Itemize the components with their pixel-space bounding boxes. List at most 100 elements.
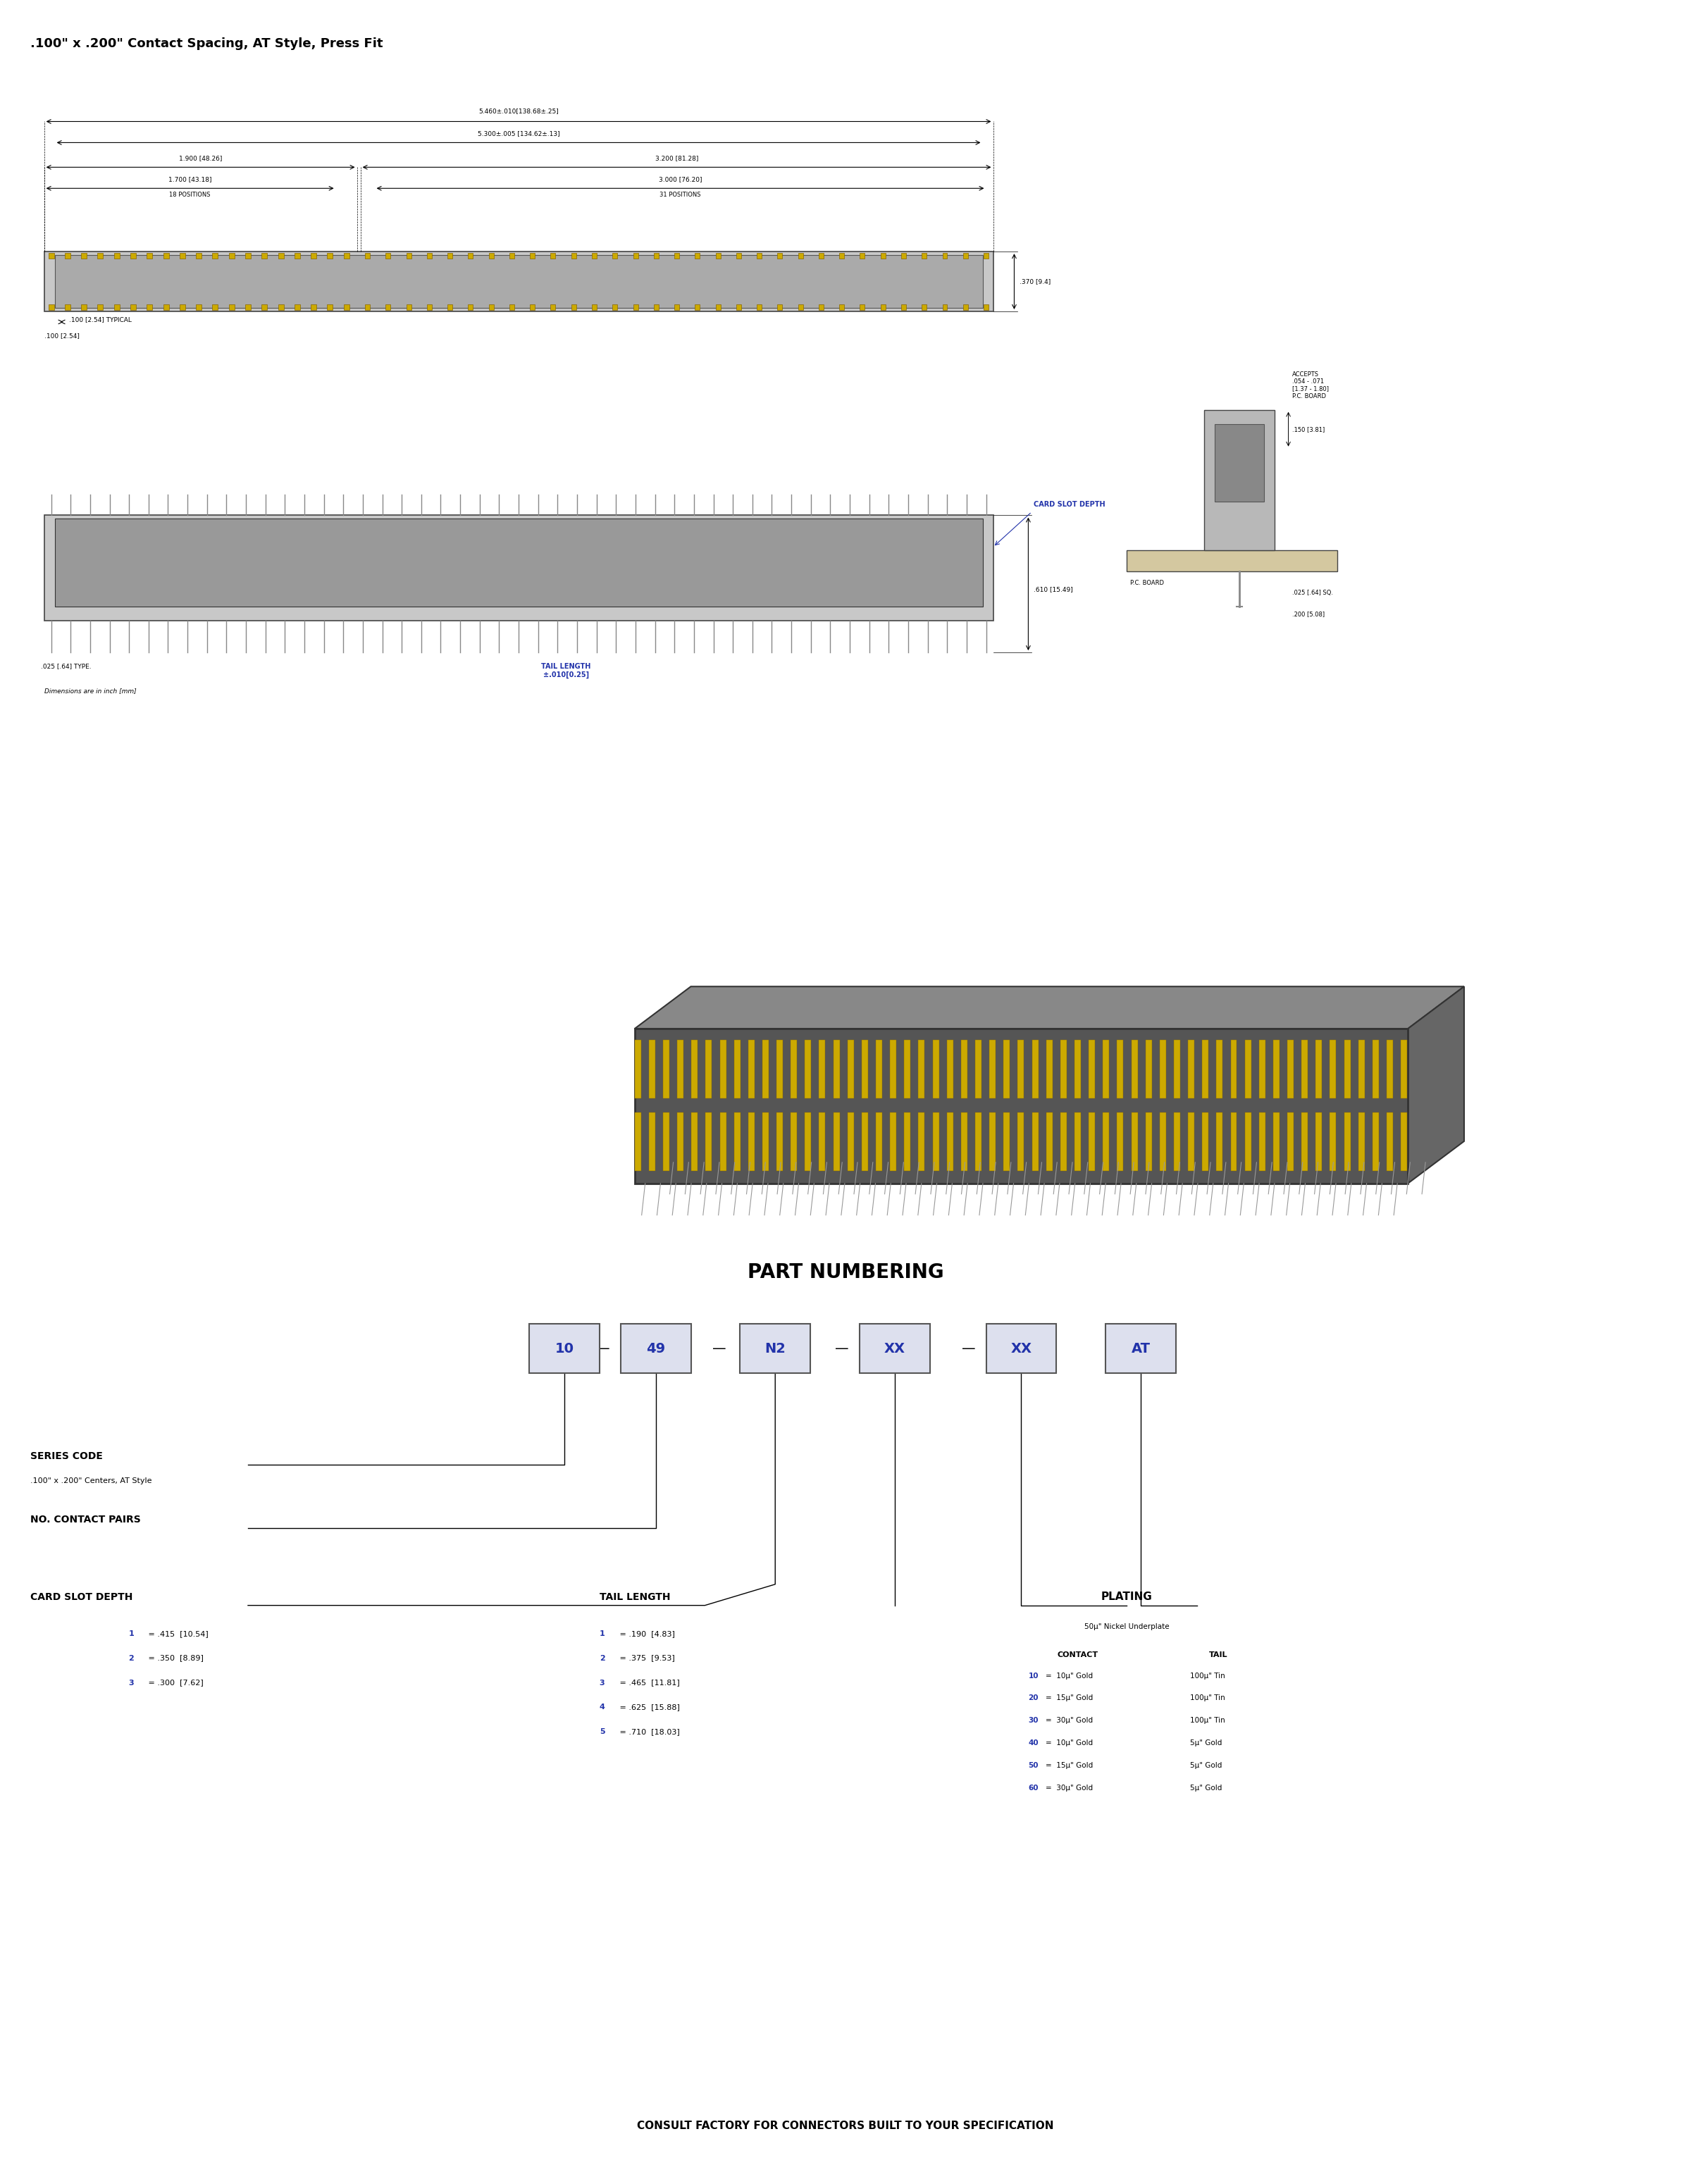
Bar [791,1112,796,1171]
Bar [64,304,71,310]
Text: N2: N2 [764,1341,786,1356]
Bar [196,304,201,310]
Bar [676,1112,683,1171]
Text: 5.300±.005 [134.62±.13]: 5.300±.005 [134.62±.13] [477,131,560,138]
Bar [81,304,86,310]
Bar [632,253,638,258]
Bar [1174,1040,1180,1099]
Bar [509,253,514,258]
FancyBboxPatch shape [1106,1324,1175,1374]
Bar [1131,1040,1138,1099]
Bar [44,515,993,620]
Bar [1273,1112,1280,1171]
Text: = .415  [10.54]: = .415 [10.54] [145,1629,208,1638]
Bar [881,253,886,258]
Bar [228,304,235,310]
Bar [1344,1040,1351,1099]
Bar [634,1040,641,1099]
Bar [468,304,473,310]
Bar [747,1040,754,1099]
Bar [901,253,906,258]
Bar [551,253,556,258]
Bar [386,304,391,310]
Text: .100 [2.54]: .100 [2.54] [44,332,79,339]
Bar [1126,550,1338,572]
Bar [612,304,617,310]
Bar [196,253,201,258]
Bar [1189,1112,1194,1171]
Bar [947,1112,954,1171]
Bar [426,253,431,258]
Bar [734,1040,741,1099]
Bar [692,1040,698,1099]
Bar [1400,1040,1407,1099]
Bar [1118,1040,1123,1099]
Bar [942,304,947,310]
Text: CARD SLOT DEPTH: CARD SLOT DEPTH [30,1592,132,1601]
Text: Dimensions are in inch [mm]: Dimensions are in inch [mm] [44,688,137,695]
Bar [1358,1112,1365,1171]
Bar [213,304,218,310]
Bar [1329,1040,1336,1099]
Text: 5μ" Gold: 5μ" Gold [1190,1784,1223,1791]
Bar [834,1040,840,1099]
Bar [847,1112,854,1171]
Bar [862,1040,867,1099]
Text: 10: 10 [555,1341,573,1356]
Bar [1202,1112,1209,1171]
Text: =  30μ" Gold: = 30μ" Gold [1045,1784,1092,1791]
Bar [343,253,350,258]
Bar [918,1112,925,1171]
Text: 3: 3 [600,1679,605,1686]
Bar [98,253,103,258]
Bar [1145,1112,1152,1171]
Bar [1089,1040,1096,1099]
Bar [984,304,989,310]
Bar [262,304,267,310]
Bar [245,253,250,258]
Bar [1287,1112,1294,1171]
Text: .370 [9.4]: .370 [9.4] [1020,277,1052,284]
Bar [1047,1040,1052,1099]
Bar [1245,1112,1251,1171]
Text: = .300  [7.62]: = .300 [7.62] [145,1679,203,1686]
Bar [654,304,658,310]
Text: 100μ" Tin: 100μ" Tin [1190,1673,1224,1679]
Text: = .350  [8.89]: = .350 [8.89] [145,1655,203,1662]
Bar [245,304,250,310]
Text: CARD SLOT DEPTH: CARD SLOT DEPTH [1033,502,1106,509]
Bar [763,1040,769,1099]
Bar [1060,1040,1067,1099]
Bar [675,304,680,310]
Bar [1018,1040,1025,1099]
Bar [1018,1112,1025,1171]
Bar [1089,1112,1096,1171]
Bar [847,1040,854,1099]
Text: = .710  [18.03]: = .710 [18.03] [617,1728,680,1736]
Bar [905,1112,910,1171]
Text: XX: XX [884,1341,905,1356]
Bar [1373,1112,1378,1171]
Bar [509,304,514,310]
Text: —: — [712,1341,725,1356]
Bar [1316,1040,1322,1099]
Bar [113,253,120,258]
Bar [1214,424,1263,502]
Bar [922,253,927,258]
Bar [1216,1112,1223,1171]
Bar [676,1040,683,1099]
Bar [44,251,993,312]
Bar [818,253,824,258]
Text: P.C. BOARD: P.C. BOARD [1130,581,1163,585]
Bar [905,1040,910,1099]
Bar [592,304,597,310]
Bar [798,253,803,258]
Text: 10: 10 [1028,1673,1038,1679]
Bar [1245,1040,1251,1099]
Bar [1145,1040,1152,1099]
Bar [720,1112,725,1171]
Bar [365,304,370,310]
Bar [228,253,235,258]
Bar [942,253,947,258]
Bar [294,253,299,258]
